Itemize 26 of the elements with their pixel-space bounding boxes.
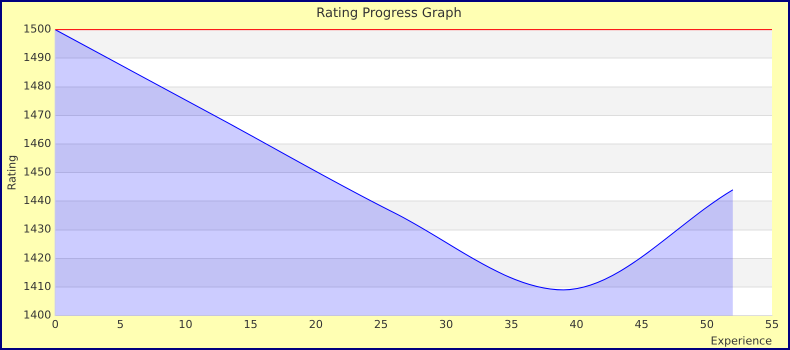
y-tick-label: 1410: [23, 280, 52, 293]
x-axis-title: Experience: [710, 334, 772, 348]
y-tick-label: 1500: [23, 22, 52, 36]
x-tick-label: 0: [52, 318, 59, 332]
x-tick-label: 25: [374, 318, 388, 332]
y-tick-label: 1480: [23, 80, 52, 93]
y-tick-label: 1460: [23, 136, 52, 150]
x-tick-label: 15: [244, 318, 258, 332]
y-tick-label: 1440: [23, 194, 52, 208]
y-tick-label: 1430: [23, 222, 52, 236]
x-tick-label: 10: [178, 318, 193, 332]
x-tick-label: 55: [765, 318, 779, 332]
x-tick-label: 40: [570, 318, 584, 332]
y-tick-label: 1400: [23, 308, 52, 322]
x-tick-label: 45: [634, 318, 649, 332]
x-tick-label: 50: [700, 318, 714, 332]
y-axis-title: Rating: [5, 154, 18, 190]
y-tick-label: 1470: [23, 108, 52, 122]
y-tick-label: 1450: [23, 165, 52, 178]
y-tick-label: 1420: [23, 251, 52, 264]
x-tick-label: 35: [504, 318, 518, 332]
x-tick-label: 5: [116, 318, 124, 332]
y-tick-label: 1490: [23, 51, 52, 64]
x-tick-label: 30: [439, 318, 454, 332]
chart-title: Rating Progress Graph: [316, 6, 462, 22]
x-tick-label: 20: [308, 318, 323, 332]
